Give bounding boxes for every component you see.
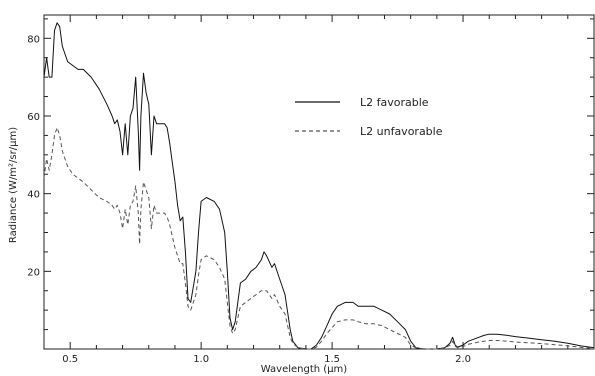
series-l2-favorable-line xyxy=(43,22,595,350)
y-tick-label: 80 xyxy=(27,34,40,45)
y-tick-label: 60 xyxy=(27,112,40,123)
series-l2-unfavorable-line xyxy=(43,127,595,350)
legend-label-l2-unfavorable: L2 unfavorable xyxy=(360,125,443,138)
series-layer xyxy=(43,22,595,350)
x-tick-label: 1.5 xyxy=(324,354,340,365)
legend-label-l2-favorable: L2 favorable xyxy=(360,96,429,109)
y-tick-label: 40 xyxy=(27,190,40,201)
x-axis-label: Wavelength (μm) xyxy=(261,364,348,375)
y-axis-label: Radiance (W/m²/sr/μm) xyxy=(8,127,19,243)
x-tick-label: 0.5 xyxy=(62,354,78,365)
axis-ticks: 0.5 1.0 1.5 2.0 20 40 60 80 xyxy=(27,15,595,365)
x-tick-label: 2.0 xyxy=(455,354,471,365)
x-tick-label: 1.0 xyxy=(193,354,209,365)
y-tick-label: 20 xyxy=(27,267,40,278)
legend: L2 favorable L2 unfavorable xyxy=(295,96,443,138)
plot-frame xyxy=(43,14,595,350)
